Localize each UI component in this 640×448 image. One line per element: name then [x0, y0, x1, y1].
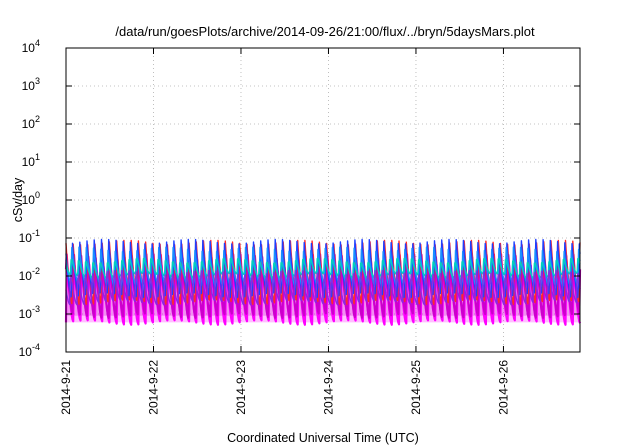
- x-tick-label: 2014-9-25: [409, 360, 423, 415]
- chart-title: /data/run/goesPlots/archive/2014-09-26/2…: [115, 24, 535, 39]
- y-axis-label: cSv/day: [11, 177, 25, 222]
- series-line: [65, 269, 581, 306]
- y-tick-label: 10-4: [19, 342, 40, 359]
- series-group: [64, 238, 582, 326]
- x-axis: 2014-9-21 2014-9-22 2014-9-23 2014-9-24 2014…: [59, 48, 510, 415]
- x-tick-label: 2014-9-21: [59, 360, 73, 415]
- x-axis-label: Coordinated Universal Time (UTC): [227, 431, 419, 445]
- x-tick-label: 2014-9-23: [234, 360, 248, 415]
- x-tick-label: 2014-9-26: [496, 360, 510, 415]
- y-tick-label: 10-1: [19, 228, 40, 245]
- y-tick-label: 102: [22, 114, 40, 131]
- y-tick-label: 101: [22, 152, 40, 169]
- y-tick-label: 10-2: [19, 266, 40, 283]
- series-area: [66, 254, 580, 318]
- y-tick-label: 10-3: [19, 304, 40, 321]
- x-tick-label: 2014-9-24: [321, 360, 335, 415]
- x-tick-label: 2014-9-22: [146, 360, 160, 415]
- y-tick-label: 104: [22, 38, 40, 55]
- series-line: [65, 257, 581, 279]
- y-tick-label: 103: [22, 76, 40, 93]
